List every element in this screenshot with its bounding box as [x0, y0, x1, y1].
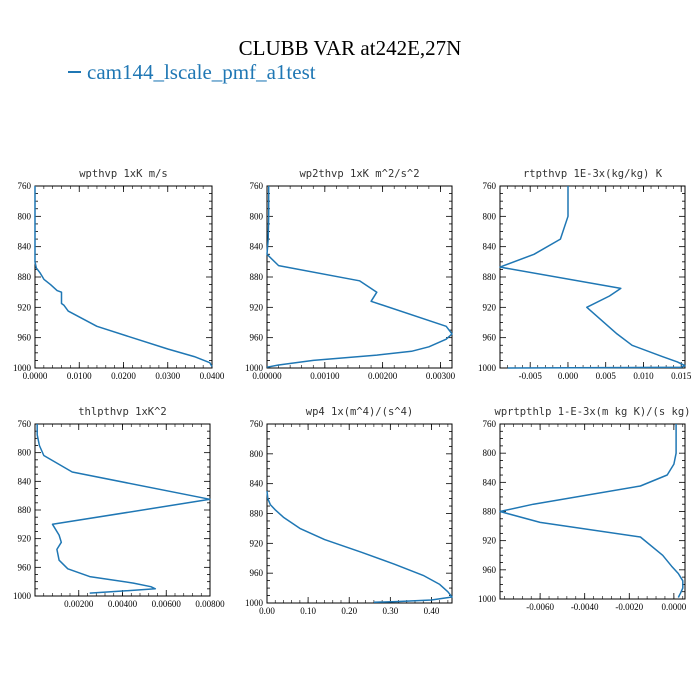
series-line — [266, 491, 453, 604]
x-tick-label: -0.0020 — [615, 602, 643, 612]
x-tick-label: 0.20 — [341, 606, 357, 616]
chart-panel-1: wpthvp 1xK m/s 760 800 840 880 920 960 10000.00… — [13, 168, 225, 381]
y-tick-label: 1000 — [13, 363, 32, 373]
y-tick-label: 960 — [18, 562, 32, 572]
plot-frame — [266, 185, 453, 369]
x-tick-label: 0.10 — [300, 606, 316, 616]
y-tick-label: 880 — [250, 509, 264, 519]
series-line — [34, 186, 213, 367]
chart-title: wp2thvp 1xK m^2/s^2 — [299, 168, 419, 180]
x-tick-label: 0.30 — [382, 606, 398, 616]
y-tick-label: 760 — [18, 181, 32, 191]
x-tick-label: 0.00000 — [252, 371, 282, 381]
y-tick-label: 800 — [250, 211, 264, 221]
x-tick-label: 0.0400 — [200, 371, 225, 381]
chart-panel-5: wp4 1x(m^4)/(s^4)76080084088092096010000… — [245, 406, 453, 616]
x-tick-label: 0.00 — [259, 606, 275, 616]
y-tick-label: 800 — [250, 449, 264, 459]
y-tick-label: 880 — [483, 507, 497, 517]
chart-panel-6: wprtpthlp 1-E-3x(m kg K)/(s kg)760 800 840… — [478, 406, 690, 612]
y-tick-label: 840 — [483, 242, 497, 252]
x-tick-label: 0.000 — [558, 371, 579, 381]
page-title: CLUBB VAR at242E,27N — [238, 36, 462, 60]
y-tick-label: 1000 — [245, 363, 264, 373]
x-tick-label: 0.00200 — [64, 599, 94, 609]
y-tick-label: 760 — [18, 419, 32, 429]
y-tick-label: 800 — [483, 211, 497, 221]
y-tick-label: 840 — [483, 477, 497, 487]
y-tick-label: 1000 — [245, 598, 264, 608]
x-tick-label: 0.40 — [424, 606, 440, 616]
chart-title: wpthvp 1xK m/s — [79, 168, 168, 180]
x-tick-label: 0.0300 — [155, 371, 180, 381]
plot-frame — [34, 423, 211, 597]
legend-series-name: cam144_lscale_pmf_a1test — [87, 60, 316, 84]
x-tick-label: 0.0100 — [67, 371, 92, 381]
x-tick-label: 0.00800 — [195, 599, 225, 609]
plot-frame — [499, 185, 686, 369]
y-tick-label: 1000 — [478, 594, 497, 604]
x-tick-label: -0.0060 — [526, 602, 554, 612]
y-tick-label: 920 — [250, 302, 264, 312]
series-line — [499, 424, 684, 598]
y-tick-label: 920 — [250, 538, 264, 548]
x-tick-label: 0.010 — [633, 371, 654, 381]
y-tick-label: 760 — [250, 419, 264, 429]
y-tick-label: 840 — [18, 242, 32, 252]
y-tick-label: 920 — [18, 302, 32, 312]
x-tick-label: -0.005 — [519, 371, 543, 381]
legend: cam144_lscale_pmf_a1test — [68, 60, 316, 85]
x-tick-label: 0.0000 — [23, 371, 48, 381]
y-tick-label: 880 — [18, 505, 32, 515]
series-line — [266, 186, 453, 368]
y-tick-label: 840 — [18, 476, 32, 486]
y-tick-label: 840 — [250, 242, 264, 252]
y-tick-label: 800 — [18, 211, 32, 221]
y-tick-label: 960 — [483, 565, 497, 575]
y-tick-label: 960 — [18, 333, 32, 343]
y-tick-label: 920 — [483, 302, 497, 312]
y-tick-label: 1000 — [478, 363, 497, 373]
chart-panel-3: rtpthvp 1E-3x(kg/kg) K 760 800 840 880 920 960… — [478, 168, 692, 381]
x-tick-label: 0.0000 — [661, 602, 686, 612]
y-tick-label: 880 — [483, 272, 497, 282]
y-tick-label: 960 — [250, 333, 264, 343]
legend-line-icon — [68, 71, 81, 74]
x-tick-label: 0.015 — [671, 371, 692, 381]
y-tick-label: 760 — [483, 181, 497, 191]
y-tick-label: 840 — [250, 479, 264, 489]
x-tick-label: 0.00200 — [368, 371, 398, 381]
y-tick-label: 800 — [18, 448, 32, 458]
x-tick-label: 0.0200 — [111, 371, 136, 381]
y-tick-label: 800 — [483, 448, 497, 458]
x-tick-label: -0.0040 — [571, 602, 599, 612]
series-line — [499, 186, 686, 369]
y-tick-label: 760 — [250, 181, 264, 191]
y-tick-label: 960 — [250, 568, 264, 578]
y-tick-label: 920 — [18, 534, 32, 544]
y-tick-label: 920 — [483, 536, 497, 546]
y-tick-label: 760 — [483, 419, 497, 429]
x-tick-label: 0.005 — [596, 371, 617, 381]
x-tick-label: 0.00400 — [108, 599, 138, 609]
y-tick-label: 960 — [483, 333, 497, 343]
y-tick-label: 880 — [250, 272, 264, 282]
chart-panel-2: wp2thvp 1xK m^2/s^2 760 800 840 880 920 960 100… — [245, 168, 456, 381]
x-tick-label: 0.00600 — [152, 599, 182, 609]
chart-title: thlpthvp 1xK^2 — [78, 406, 167, 418]
chart-title: wp4 1x(m^4)/(s^4) — [306, 406, 413, 418]
series-line — [36, 424, 211, 594]
chart-title: rtpthvp 1E-3x(kg/kg) K — [523, 168, 663, 180]
chart-title: wprtpthlp 1-E-3x(m kg K)/(s kg) — [495, 406, 691, 418]
chart-panel-4: thlpthvp 1xK^2 760 800 840 880 920 960 1000 0.00… — [13, 406, 225, 609]
plot-frame — [499, 423, 686, 600]
x-tick-label: 0.00100 — [310, 371, 340, 381]
y-tick-label: 1000 — [13, 591, 32, 601]
x-tick-label: 0.00300 — [426, 371, 456, 381]
y-tick-label: 880 — [18, 272, 32, 282]
plot-frame — [34, 185, 213, 369]
